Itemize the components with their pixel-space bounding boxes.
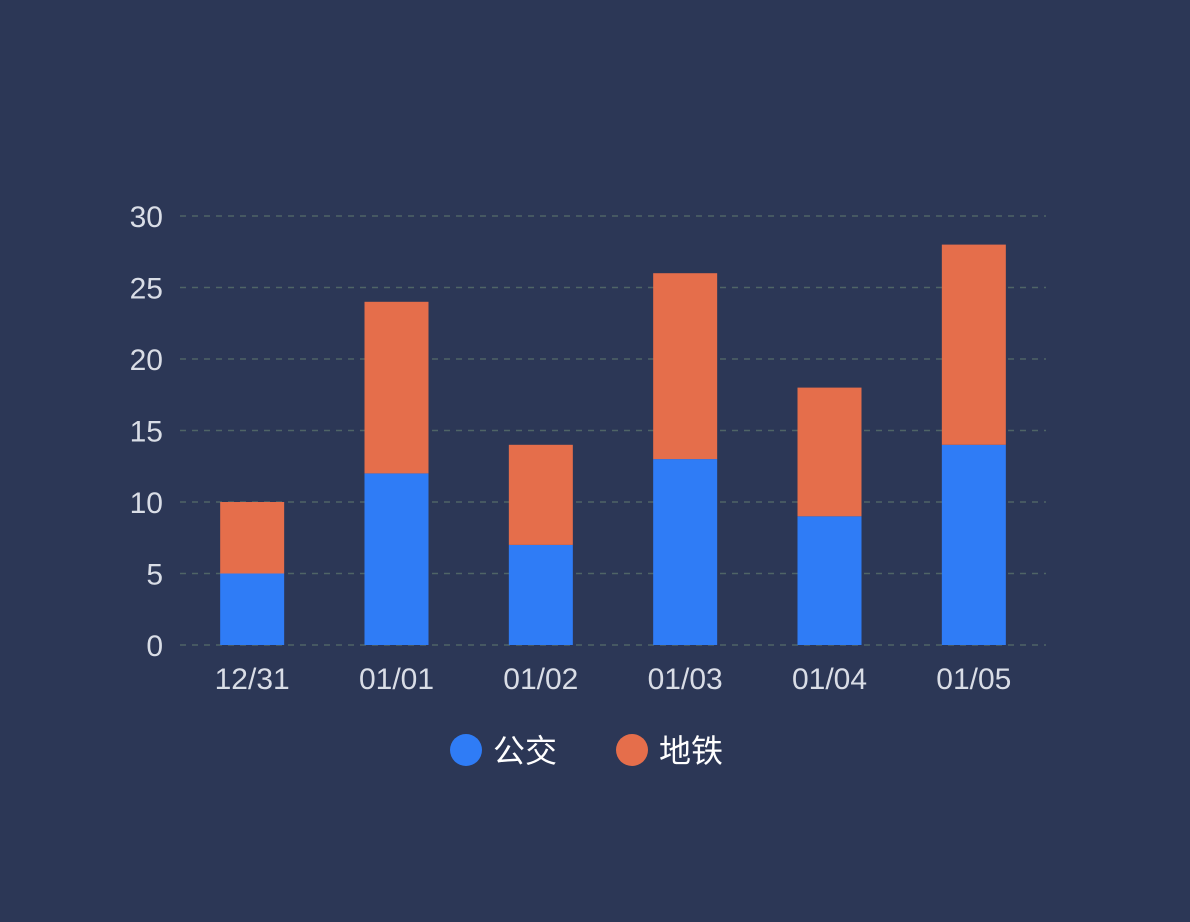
y-axis-tick-labels: 0 5 10 15 20 25 30 — [130, 201, 163, 663]
x-tick-label: 01/03 — [648, 663, 723, 696]
bar-segment[interactable] — [797, 516, 862, 645]
legend-item[interactable]: 公交 — [450, 732, 557, 770]
legend-label: 公交 — [493, 732, 557, 770]
legend[interactable]: 公交 地铁 — [450, 732, 723, 770]
legend-marker — [450, 734, 482, 766]
legend-item[interactable]: 地铁 — [616, 732, 723, 770]
y-tick-label: 5 — [146, 559, 163, 592]
bar-segment[interactable] — [797, 387, 862, 517]
bar-segment[interactable] — [941, 444, 1006, 645]
legend-label: 地铁 — [659, 732, 723, 770]
bar-segment[interactable] — [220, 573, 285, 646]
y-tick-label: 25 — [130, 273, 163, 306]
x-tick-label: 01/02 — [503, 663, 578, 696]
bar-segment[interactable] — [508, 444, 573, 545]
y-tick-label: 10 — [130, 487, 163, 520]
y-tick-label: 20 — [130, 344, 163, 377]
bar-segment[interactable] — [508, 544, 573, 645]
x-tick-label: 01/04 — [792, 663, 867, 696]
x-axis-tick-labels: 12/31 01/01 01/02 01/03 01/04 01/05 — [215, 663, 1012, 696]
y-tick-label: 0 — [146, 630, 163, 663]
legend-marker — [616, 734, 648, 766]
y-tick-label: 15 — [130, 416, 163, 449]
bars — [220, 244, 1006, 646]
bar-segment[interactable] — [653, 273, 718, 460]
x-tick-label: 01/05 — [936, 663, 1011, 696]
y-tick-label: 30 — [130, 201, 163, 234]
grid-lines — [180, 215, 1046, 646]
bar-segment[interactable] — [364, 473, 429, 645]
x-tick-label: 12/31 — [215, 663, 290, 696]
bar-segment[interactable] — [653, 459, 718, 645]
x-tick-label: 01/01 — [359, 663, 434, 696]
bar-segment[interactable] — [941, 244, 1006, 445]
bar-segment[interactable] — [364, 301, 429, 474]
bar-segment[interactable] — [220, 502, 285, 574]
